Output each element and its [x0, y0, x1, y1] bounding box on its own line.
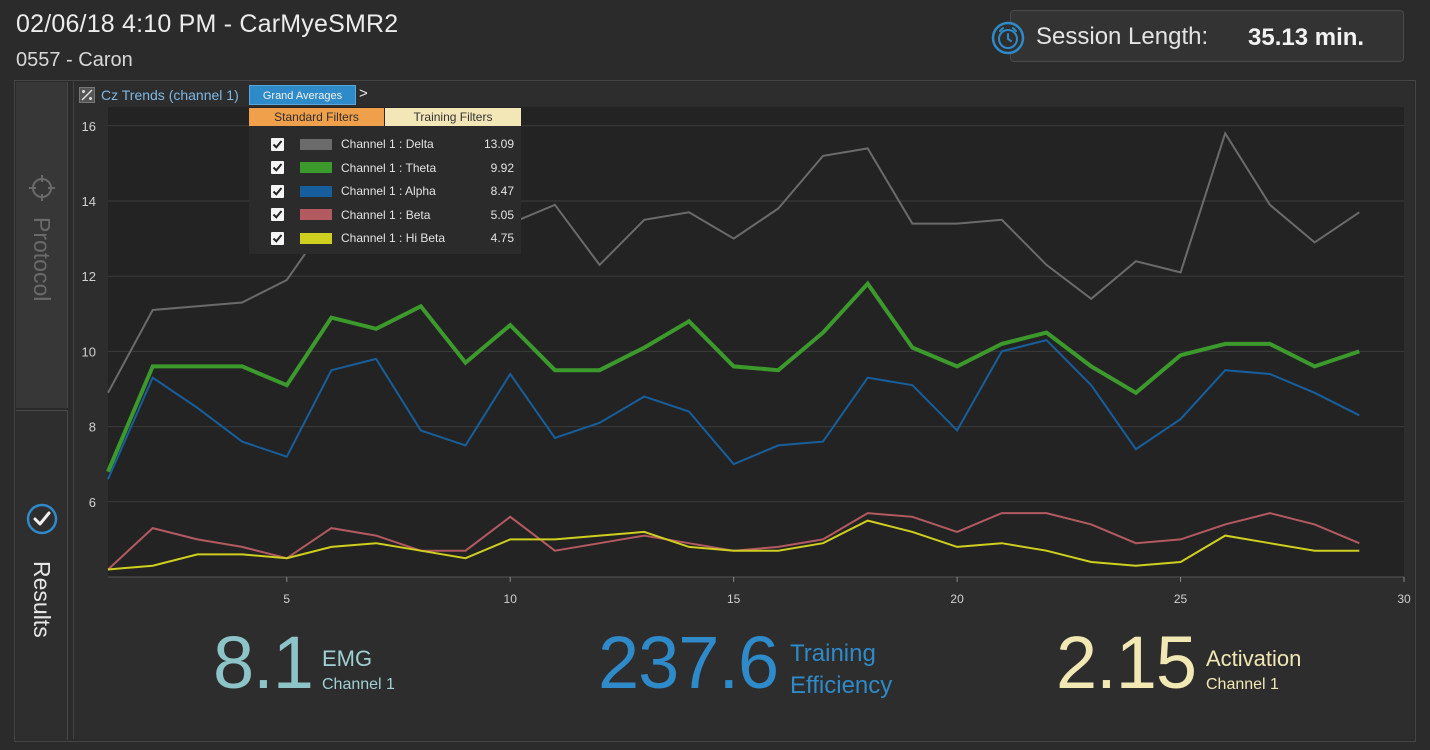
metric-label: EMG [322, 646, 373, 671]
legend-series-name: Channel 1 : Alpha [341, 184, 436, 198]
chart-header[interactable]: Cz Trends (channel 1) [79, 85, 239, 105]
metric-label: Activation [1206, 646, 1302, 671]
x-tick-label: 30 [1397, 592, 1411, 606]
series-line-alpha [107, 338, 1360, 480]
x-tick-label: 5 [283, 592, 290, 606]
series-line-beta [107, 512, 1360, 571]
legend-series-name: Channel 1 : Beta [341, 207, 431, 222]
client-name: 0557 - Caron [16, 49, 133, 71]
tab-results[interactable]: Results [16, 410, 68, 740]
legend-series-value: 13.09 [483, 137, 514, 151]
checkmark-icon [272, 139, 283, 149]
y-tick-label: 10 [82, 344, 96, 359]
training-filters-tab[interactable]: Training Filters [385, 108, 521, 126]
x-tick-label: 10 [504, 592, 518, 606]
trend-toggle-icon [79, 87, 95, 103]
legend-color-swatch [300, 162, 332, 173]
legend-series-value: 4.75 [490, 231, 514, 245]
metric-sublabel: Efficiency [790, 672, 893, 699]
y-tick-label: 8 [89, 420, 96, 435]
checkmark-circle-icon [26, 503, 58, 535]
metric-sublabel: Channel 1 [322, 676, 395, 693]
session-title: 02/06/18 4:10 PM - CarMyeSMR2 [16, 10, 399, 38]
legend-color-swatch [300, 138, 332, 150]
legend-checkbox[interactable] [271, 184, 284, 198]
legend-item[interactable]: Channel 1 : Hi Beta 4.75 [271, 229, 514, 247]
next-arrow-button[interactable]: > [359, 85, 368, 102]
x-tick-label: 15 [727, 592, 741, 606]
y-tick-label: 6 [89, 495, 96, 510]
legend-color-swatch [300, 232, 332, 244]
series-line-theta [106, 280, 1360, 473]
standard-filters-tab[interactable]: Standard Filters [249, 108, 384, 126]
metric-value: 2.15 [1056, 621, 1197, 704]
filters-legend-panel: Standard Filters Training Filters Channe… [249, 108, 521, 254]
legend-series-name: Channel 1 : Delta [341, 137, 434, 151]
main-frame [14, 80, 1416, 742]
grand-averages-button[interactable]: Grand Averages [249, 85, 356, 105]
session-length-label: Session Length: [1036, 23, 1209, 50]
session-length-panel: Session Length: 35.13 min. [991, 10, 1404, 62]
tab-protocol-label: Protocol [29, 217, 55, 302]
metric-label: Training [790, 640, 876, 667]
legend-series-value: 9.92 [490, 160, 514, 175]
legend-item[interactable]: Channel 1 : Beta 5.05 [271, 206, 514, 224]
legend-series-name: Channel 1 : Theta [341, 160, 437, 175]
legend-color-swatch [300, 185, 332, 197]
legend-item[interactable]: Channel 1 : Theta 9.92 [271, 159, 514, 177]
checkmark-icon [272, 186, 283, 196]
checkmark-icon [272, 163, 283, 172]
series-line-hi-beta [107, 519, 1360, 571]
x-tick-label: 25 [1174, 592, 1188, 606]
y-tick-label: 12 [82, 269, 96, 284]
session-length-value: 35.13 min. [1248, 24, 1365, 51]
x-tick-label: 20 [950, 592, 964, 606]
tab-results-label: Results [29, 561, 55, 638]
legend-checkbox[interactable] [271, 161, 284, 174]
metric-sublabel: Channel 1 [1206, 676, 1279, 693]
tab-protocol[interactable]: Protocol [16, 82, 68, 408]
legend-checkbox[interactable] [271, 208, 284, 221]
legend-item[interactable]: Channel 1 : Delta 13.09 [271, 135, 514, 153]
legend-series-value: 5.05 [490, 207, 514, 222]
y-tick-label: 14 [82, 194, 96, 209]
legend-item[interactable]: Channel 1 : Alpha 8.47 [271, 182, 514, 200]
checkmark-icon [272, 233, 283, 243]
crosshair-icon [29, 175, 55, 201]
legend-checkbox[interactable] [271, 137, 284, 151]
legend-checkbox[interactable] [271, 231, 284, 245]
legend-color-swatch [300, 209, 332, 220]
metric-value: 237.6 [598, 621, 779, 704]
y-tick-label: 16 [82, 119, 96, 134]
legend-series-value: 8.47 [490, 184, 514, 198]
checkmark-icon [272, 210, 283, 219]
metric-value: 8.1 [213, 621, 314, 704]
alarm-clock-icon [991, 21, 1025, 55]
chart-title: Cz Trends (channel 1) [101, 87, 239, 103]
legend-series-name: Channel 1 : Hi Beta [341, 231, 446, 245]
